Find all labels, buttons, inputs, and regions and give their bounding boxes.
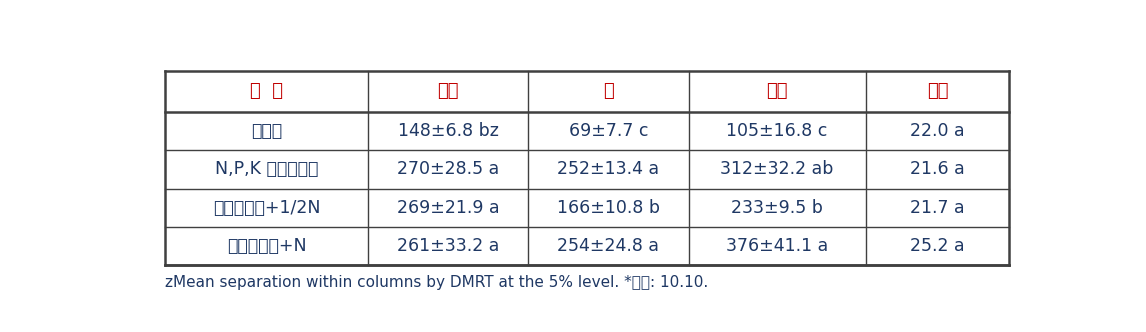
Text: 25.2 a: 25.2 a [910,237,965,255]
Text: 254±24.8 a: 254±24.8 a [557,237,659,255]
Text: 252±13.4 a: 252±13.4 a [557,160,659,179]
Text: 풀거름작물+N: 풀거름작물+N [227,237,306,255]
Text: 22.0 a: 22.0 a [910,123,965,140]
Text: 21.6 a: 21.6 a [910,160,965,179]
Text: 269±21.9 a: 269±21.9 a [397,199,500,216]
Text: 무비구: 무비구 [251,123,282,140]
Text: 처  리: 처 리 [250,82,283,100]
Text: 105±16.8 c: 105±16.8 c [727,123,827,140]
Text: 21.7 a: 21.7 a [910,199,965,216]
Text: 줄기: 줄기 [767,82,788,100]
Text: 148±6.8 bz: 148±6.8 bz [398,123,499,140]
Text: 잎: 잎 [603,82,614,100]
Text: 376±41.1 a: 376±41.1 a [727,237,829,255]
Text: 166±10.8 b: 166±10.8 b [557,199,660,216]
Text: 270±28.5 a: 270±28.5 a [397,160,500,179]
Text: 뎒리: 뎒리 [927,82,948,100]
Text: 312±32.2 ab: 312±32.2 ab [721,160,834,179]
Text: 열매: 열매 [438,82,458,100]
Text: 풀거름작물+1/2N: 풀거름작물+1/2N [213,199,321,216]
Text: zMean separation within columns by DMRT at the 5% level. *수확: 10.10.: zMean separation within columns by DMRT … [165,275,708,290]
Text: N,P,K 표준시비구: N,P,K 표준시비구 [215,160,319,179]
Text: 69±7.7 c: 69±7.7 c [568,123,649,140]
Text: 233±9.5 b: 233±9.5 b [731,199,823,216]
Text: 261±33.2 a: 261±33.2 a [397,237,500,255]
